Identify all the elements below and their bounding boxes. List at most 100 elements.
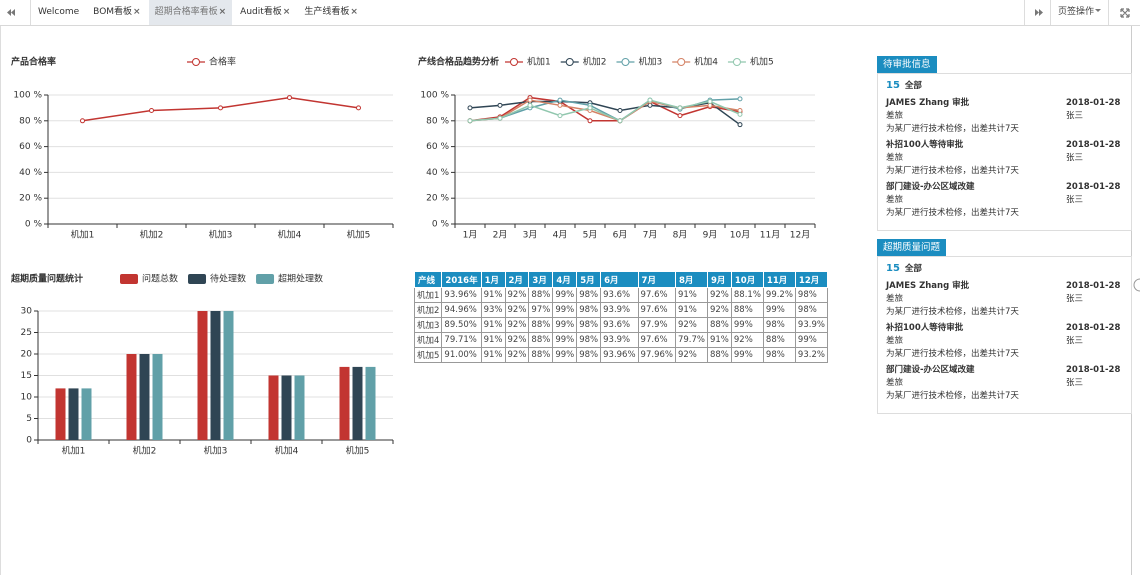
tab[interactable]: 生产线看板 bbox=[298, 0, 364, 25]
point bbox=[287, 95, 292, 101]
point bbox=[677, 113, 683, 119]
tab-menu-button[interactable]: 页签操作 bbox=[1050, 0, 1109, 25]
table-row: 机加5 91.00% 91% 92% 88% 99% 98% 93.96% 97.96% 92% 8… bbox=[413, 347, 828, 363]
icon bbox=[7, 9, 15, 16]
y-tick-label: 0 % bbox=[432, 220, 450, 230]
point bbox=[218, 105, 223, 111]
legend-label: 合格率 bbox=[209, 56, 236, 68]
point bbox=[707, 98, 713, 104]
x-tick-label: 12月 bbox=[790, 230, 810, 241]
table-cell: 88% bbox=[528, 317, 554, 333]
legend-marker bbox=[192, 58, 200, 66]
point bbox=[587, 105, 593, 111]
tab-close[interactable] bbox=[132, 7, 141, 17]
bar bbox=[294, 375, 305, 440]
item-meta: 差旅 张三 bbox=[886, 110, 1123, 122]
x-tick-label: 6月 bbox=[613, 230, 628, 241]
x-tick-label: 4月 bbox=[553, 230, 568, 241]
item-head[interactable]: 补招100人等待审批 2018-01-28 bbox=[886, 139, 1123, 151]
table-row: 机加4 79.71% 91% 92% 88% 99% 98% 93.9% 97.6% 79.7% 9… bbox=[413, 332, 828, 348]
point bbox=[737, 96, 743, 102]
table-row: 机加1 93.96% 91% 92% 88% 99% 98% 93.6% 97.6% 91% 92%… bbox=[413, 287, 828, 303]
scroll-left-button[interactable] bbox=[0, 0, 31, 25]
panel-title: 超期质量问题 bbox=[877, 239, 947, 256]
bar bbox=[210, 311, 221, 440]
bar bbox=[126, 354, 137, 440]
fullscreen-button[interactable] bbox=[1108, 0, 1140, 25]
item-desc: 为某厂进行技术检修，出差共计7天 bbox=[886, 348, 1123, 360]
tab-close[interactable] bbox=[218, 7, 227, 17]
x-tick-label: 7月 bbox=[643, 230, 658, 241]
item-desc: 为某厂进行技术检修，出差共计7天 bbox=[886, 207, 1123, 219]
table-header-cell: 5月 bbox=[576, 271, 602, 288]
point bbox=[737, 111, 743, 117]
series-line bbox=[469, 99, 741, 122]
tab[interactable]: Welcome bbox=[32, 0, 85, 25]
item-head[interactable]: 部门建设-办公区域改建 2018-01-28 bbox=[886, 181, 1123, 193]
table-header-cell: 10月 bbox=[730, 271, 764, 288]
item-title: 部门建设-办公区域改建 bbox=[886, 365, 975, 375]
panel-filter[interactable]: 全部 bbox=[904, 264, 922, 274]
bar bbox=[268, 375, 279, 440]
table-cell: 91% bbox=[480, 317, 506, 333]
table-cell: 93.9% bbox=[794, 317, 828, 333]
item-head[interactable]: 补招100人等待审批 2018-01-28 bbox=[886, 322, 1123, 334]
table-header-cell: 2月 bbox=[504, 271, 530, 288]
item-title: 部门建设-办公区域改建 bbox=[886, 182, 975, 192]
tab-label: Audit看板 bbox=[240, 7, 282, 17]
table-cell: 91% bbox=[480, 332, 506, 348]
x-tick-label: 机加4 bbox=[275, 445, 299, 457]
x-tick-label: 机加3 bbox=[209, 229, 233, 241]
y-tick-label: 40 % bbox=[426, 168, 449, 178]
table-cell: 99% bbox=[552, 332, 578, 348]
legend-marker bbox=[510, 58, 518, 66]
bar bbox=[81, 388, 92, 440]
x-tick-label: 1月 bbox=[463, 230, 478, 241]
scroll-right-button[interactable] bbox=[1024, 0, 1051, 25]
item-title: 补招100人等待审批 bbox=[886, 140, 964, 150]
table-header-row: 产线 2016年 1月 2月 3月 4月 5月 6月 7月 8月 9月 10月 11月 12月 bbox=[413, 271, 828, 288]
item-desc-text: 为某厂进行技术检修，出差共计7天 bbox=[886, 166, 1019, 176]
tab-close[interactable] bbox=[349, 7, 358, 17]
item-head[interactable]: JAMES Zhang 审批 2018-01-28 bbox=[886, 97, 1123, 109]
legend-label: 超期处理数 bbox=[278, 273, 323, 285]
table-cell: 91.00% bbox=[441, 347, 482, 363]
side-handle[interactable] bbox=[1130, 278, 1140, 292]
table-cell: 99.2% bbox=[762, 287, 796, 303]
point bbox=[527, 102, 533, 108]
item-date: 2018-01-28 bbox=[1066, 281, 1121, 291]
tab[interactable]: 超期合格率看板 bbox=[148, 0, 233, 25]
table-cell: 97.6% bbox=[637, 287, 676, 303]
legend-label: 机加5 bbox=[750, 56, 774, 68]
x-tick-label: 机加2 bbox=[140, 229, 164, 241]
icon bbox=[1120, 8, 1130, 18]
item-head[interactable]: JAMES Zhang 审批 2018-01-28 bbox=[886, 280, 1123, 292]
table-cell: 92% bbox=[730, 332, 764, 348]
tab-close[interactable] bbox=[282, 7, 291, 17]
table-cell: 88% bbox=[762, 332, 796, 348]
item-title: JAMES Zhang 审批 bbox=[886, 281, 970, 291]
table-cell: 98% bbox=[794, 287, 828, 303]
legend-label: 机加2 bbox=[583, 56, 607, 68]
table-cell: 98% bbox=[576, 332, 602, 348]
table-cell: 98% bbox=[576, 347, 602, 363]
panel-count: 15 bbox=[886, 263, 900, 274]
point bbox=[149, 107, 154, 113]
item-head[interactable]: 部门建设-办公区域改建 2018-01-28 bbox=[886, 364, 1123, 376]
item-title: 补招100人等待审批 bbox=[886, 323, 964, 333]
table-cell: 99% bbox=[794, 332, 828, 348]
table-cell: 97.96% bbox=[637, 347, 676, 363]
table-cell: 98% bbox=[576, 302, 602, 318]
chart-title: 超期质量问题统计 bbox=[10, 273, 83, 285]
table-cell: 88.1% bbox=[730, 287, 764, 303]
tab-label: BOM看板 bbox=[93, 7, 133, 17]
table-cell: 92% bbox=[504, 302, 530, 318]
item-type: 差旅 bbox=[886, 195, 904, 205]
tab[interactable]: BOM看板 bbox=[87, 0, 146, 25]
table-header-cell: 2016年 bbox=[441, 271, 482, 288]
table-cell: 89.50% bbox=[441, 317, 482, 333]
tab[interactable]: Audit看板 bbox=[234, 0, 296, 25]
y-tick-label: 40 % bbox=[19, 168, 42, 178]
panel-filter[interactable]: 全部 bbox=[904, 81, 922, 91]
